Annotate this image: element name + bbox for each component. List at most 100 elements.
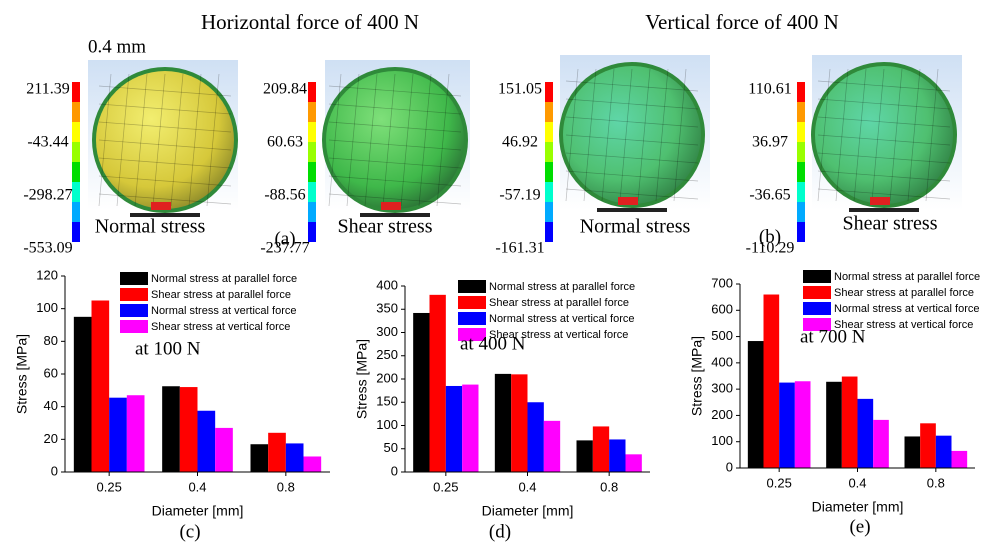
legend-label: Shear stress at vertical force (151, 321, 290, 333)
scale-label: 211.39 (26, 81, 69, 98)
colorbar-segment (308, 142, 316, 162)
scale-label: 36.97 (752, 134, 788, 151)
fea-max-tag (151, 202, 171, 210)
y-tick-label: 20 (44, 431, 58, 446)
scale-label: 60.63 (267, 134, 303, 151)
bar (577, 440, 593, 472)
fea-max-tag (870, 197, 890, 205)
legend-swatch (120, 320, 148, 333)
colorbar-segment (308, 182, 316, 202)
bar (626, 454, 642, 472)
y-tick-label: 100 (711, 433, 733, 448)
bar (127, 395, 145, 472)
legend-label: Normal stress at vertical force (489, 313, 634, 325)
bar (286, 443, 304, 472)
legend-label: Normal stress at parallel force (151, 273, 297, 285)
colorbar-segment (72, 142, 80, 162)
y-tick-label: 350 (376, 301, 398, 316)
colorbar-segment (545, 82, 553, 102)
colorbar-segment (797, 202, 805, 222)
scale-label: -88.56 (264, 187, 305, 204)
bar (413, 313, 429, 472)
fea-scale-bar (597, 208, 667, 212)
bar (779, 383, 795, 468)
bar (826, 382, 842, 468)
colorbar-segment (797, 182, 805, 202)
bar (495, 374, 511, 472)
bar (544, 421, 560, 472)
legend-swatch (803, 302, 831, 315)
bar (180, 387, 198, 472)
y-tick-label: 400 (376, 277, 398, 292)
x-axis-label: Diameter [mm] (482, 503, 574, 519)
annotation: at 100 N (135, 338, 201, 359)
colorbar-segment (797, 142, 805, 162)
bar (304, 456, 322, 472)
y-tick-label: 120 (36, 267, 58, 282)
bar (446, 386, 462, 472)
colorbar-segment (545, 182, 553, 202)
figure: Horizontal force of 400 N Vertical force… (0, 0, 989, 546)
stress-caption: Normal stress (580, 216, 691, 238)
colorbar-segment (797, 122, 805, 142)
legend-swatch (458, 312, 486, 325)
annotation: at 400 N (460, 333, 526, 354)
bar (842, 377, 858, 468)
y-tick-label: 40 (44, 398, 58, 413)
colorbar-segment (308, 162, 316, 182)
colorbar-segment (308, 202, 316, 222)
panel-label: (c) (179, 521, 200, 542)
colorbar-segment (797, 162, 805, 182)
legend-swatch (120, 304, 148, 317)
y-tick-label: 600 (711, 302, 733, 317)
panel-label: (d) (489, 521, 511, 542)
colorbar-segment (308, 82, 316, 102)
colorbar-segment (72, 82, 80, 102)
bar (593, 426, 609, 472)
title: Horizontal force of 400 N (201, 10, 419, 34)
stress-caption: Normal stress (95, 216, 206, 238)
colorbar-segment (797, 222, 805, 242)
bar (511, 374, 527, 472)
bar (905, 436, 921, 468)
y-tick-label: 300 (376, 324, 398, 339)
colorbar-segment (545, 222, 553, 242)
colorbar-segment (545, 142, 553, 162)
colorbar-segment (72, 182, 80, 202)
colorbar-segment (797, 102, 805, 122)
x-tick-label: 0.8 (927, 475, 945, 490)
bar (764, 295, 780, 468)
x-tick-label: 0.8 (277, 479, 295, 494)
stress-caption: Shear stress (338, 216, 433, 238)
bar (215, 428, 233, 472)
y-tick-label: 100 (376, 417, 398, 432)
colorbar-segment (72, 222, 80, 242)
scale-label: -43.44 (27, 134, 68, 151)
colorbar-segment (72, 162, 80, 182)
y-tick-label: 0 (726, 459, 733, 474)
x-tick-label: 0.25 (433, 479, 458, 494)
y-axis-label: Stress [MPa] (354, 339, 370, 419)
colorbar-segment (797, 82, 805, 102)
bar (198, 411, 216, 472)
legend-swatch (458, 280, 486, 293)
annotation: at 700 N (800, 326, 866, 347)
y-tick-label: 80 (44, 333, 58, 348)
bar (162, 386, 180, 472)
y-tick-label: 0 (391, 463, 398, 478)
y-tick-label: 300 (711, 381, 733, 396)
x-tick-label: 0.25 (97, 479, 122, 494)
y-tick-label: 500 (711, 328, 733, 343)
legend-swatch (120, 288, 148, 301)
x-tick-label: 0.4 (848, 475, 866, 490)
legend-swatch (803, 286, 831, 299)
x-tick-label: 0.25 (767, 475, 792, 490)
y-tick-label: 400 (711, 354, 733, 369)
diameter-label: 0.4 mm (88, 36, 146, 57)
colorbar-segment (308, 122, 316, 142)
colorbar-segment (72, 102, 80, 122)
y-tick-label: 200 (711, 407, 733, 422)
x-tick-label: 0.8 (600, 479, 618, 494)
bar (528, 402, 544, 472)
x-axis-label: Diameter [mm] (812, 499, 904, 515)
